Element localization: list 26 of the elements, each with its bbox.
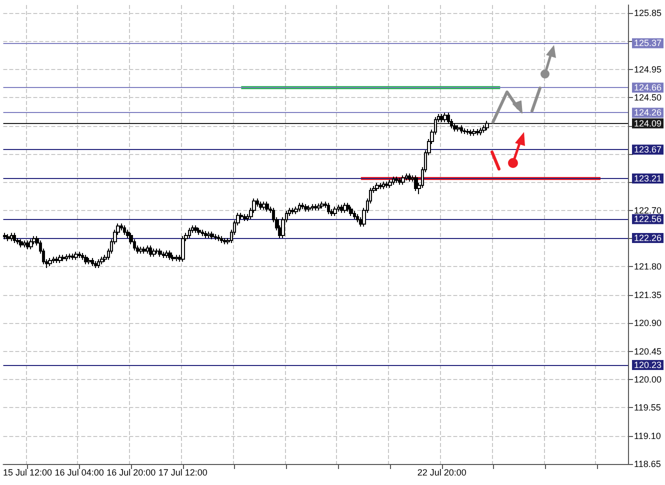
y-tick-label: 124.95 (634, 64, 662, 74)
ref-line-label: 124.09 (634, 118, 662, 128)
x-tick-label: 15 Jul 12:00 (2, 468, 52, 478)
y-tick-label: 119.10 (634, 430, 661, 441)
y-tick-label: 122.70 (634, 205, 662, 216)
x-tick-label: 16 Jul 04:00 (54, 468, 104, 478)
y-tick-label: 120.00 (634, 374, 662, 384)
y-tick-label: 124.50 (634, 92, 662, 103)
y-tick-label: 118.65 (634, 459, 661, 469)
y-tick-label: 120.90 (634, 318, 662, 328)
x-tick-label: 16 Jul 20:00 (106, 468, 156, 478)
y-tick-label: 125.85 (634, 8, 662, 18)
ref-line-label: 122.26 (634, 232, 662, 243)
ref-line-label: 123.67 (634, 144, 662, 155)
ref-line-label: 124.26 (634, 108, 662, 118)
y-tick-label: 121.35 (634, 290, 662, 300)
ref-line-label: 122.56 (634, 214, 662, 224)
ref-line-label: 120.23 (634, 360, 662, 370)
x-tick-label: 17 Jul 12:00 (158, 468, 208, 478)
ref-line-label: 125.37 (634, 38, 662, 48)
y-tick-label: 120.45 (634, 346, 662, 356)
y-tick-label: 119.55 (634, 402, 661, 413)
ref-line-label: 124.66 (634, 82, 662, 93)
ref-line-label: 123.21 (634, 173, 662, 184)
x-tick-label: 22 Jul 20:00 (417, 468, 466, 478)
y-tick-label: 121.80 (634, 262, 662, 272)
